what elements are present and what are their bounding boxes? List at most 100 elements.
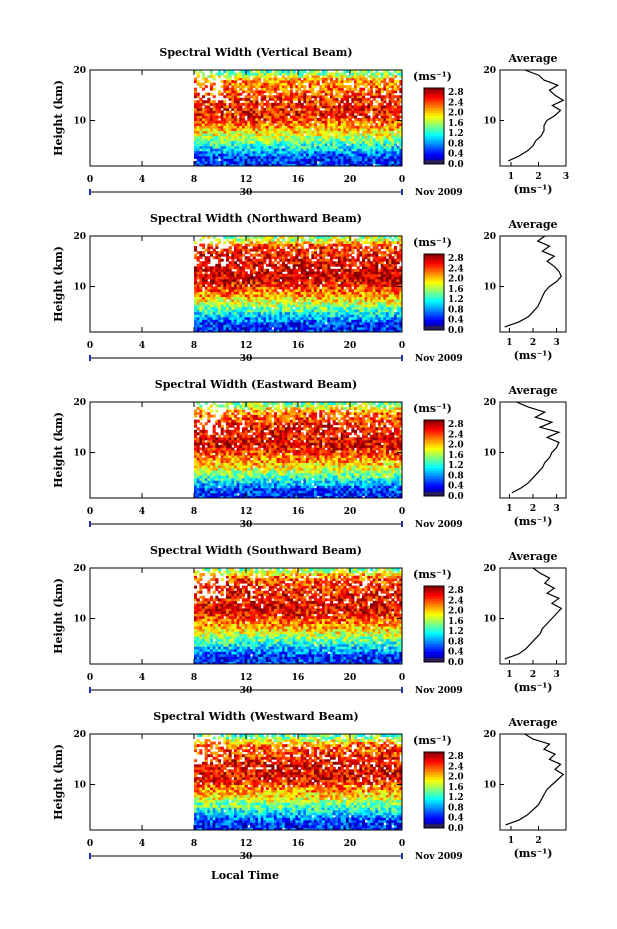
heatmap-cell <box>276 304 280 308</box>
heatmap-cell <box>239 253 243 257</box>
heatmap-cell <box>378 316 382 320</box>
heatmap-cell <box>266 271 270 275</box>
heatmap-cell <box>338 125 342 129</box>
heatmap-cell <box>226 291 230 295</box>
heatmap-cell <box>391 296 395 300</box>
heatmap-cell <box>194 316 198 320</box>
heatmap-cell <box>199 85 203 89</box>
heatmap-cell <box>196 271 200 275</box>
heatmap-cell <box>308 135 312 139</box>
heatmap-cell <box>311 284 315 287</box>
heatmap-cell <box>295 329 299 333</box>
heatmap-cell <box>292 110 296 114</box>
heatmap-cell <box>399 273 403 277</box>
heatmap-cell <box>244 296 248 300</box>
heatmap-cell <box>394 150 398 154</box>
heatmap-cell <box>362 143 366 147</box>
heatmap-cell <box>263 284 267 287</box>
heatmap-cell <box>364 284 368 287</box>
heatmap-cell <box>263 163 267 167</box>
heatmap-cell <box>362 97 366 101</box>
heatmap-cell <box>228 286 232 290</box>
heatmap-cell <box>292 296 296 300</box>
heatmap-cell <box>383 105 387 109</box>
heatmap-cell <box>346 95 350 99</box>
heatmap-cell <box>298 120 302 124</box>
heatmap-cell <box>362 70 366 73</box>
heatmap-cell <box>316 92 320 96</box>
heatmap-cell <box>388 289 392 292</box>
heatmap-cell <box>242 148 246 152</box>
heatmap-cell <box>378 102 382 106</box>
heatmap-cell <box>292 130 296 134</box>
heatmap-cell <box>356 155 360 159</box>
heatmap-cell <box>260 321 264 325</box>
heatmap-cell <box>263 261 267 265</box>
heatmap-cell <box>295 273 299 277</box>
heatmap-cell <box>372 289 376 292</box>
heatmap-cell <box>330 321 334 325</box>
heatmap-cell <box>396 85 400 89</box>
heatmap-cell <box>236 321 240 325</box>
heatmap-cell <box>226 128 230 132</box>
heatmap-cell <box>356 304 360 308</box>
heatmap-cell <box>308 160 312 164</box>
heatmap-cell <box>226 278 230 282</box>
heatmap-cell <box>322 160 326 164</box>
heatmap-cell <box>324 301 328 305</box>
heatmap-cell <box>327 155 331 159</box>
heatmap-cell <box>242 271 246 275</box>
heatmap-cell <box>260 75 264 78</box>
heatmap-cell <box>290 70 294 73</box>
heatmap-cell <box>258 291 262 295</box>
heatmap-cell <box>370 299 374 303</box>
heatmap-cell <box>367 140 371 144</box>
heatmap-cell <box>319 143 323 147</box>
heatmap-cell <box>306 105 310 109</box>
heatmap-cell <box>223 271 227 275</box>
heatmap-cell <box>284 125 288 129</box>
heatmap-cell <box>356 92 360 96</box>
heatmap-cell <box>242 273 246 277</box>
heatmap-cell <box>340 299 344 303</box>
heatmap-cell <box>327 163 331 167</box>
heatmap-cell <box>300 273 304 277</box>
heatmap-cell <box>258 311 262 315</box>
heatmap-cell <box>271 256 275 260</box>
heatmap-cell <box>282 125 286 129</box>
heatmap-cell <box>298 321 302 325</box>
heatmap-cell <box>202 112 206 116</box>
heatmap-cell <box>308 163 312 167</box>
heatmap-cell <box>311 105 315 109</box>
heatmap-cell <box>239 82 243 86</box>
heatmap-cell <box>370 311 374 315</box>
heatmap-cell <box>396 148 400 152</box>
heatmap-cell <box>215 304 219 308</box>
heatmap-cell <box>292 281 296 285</box>
heatmap-cell <box>391 145 395 149</box>
heatmap-cell <box>335 118 339 121</box>
heatmap-cell <box>292 284 296 287</box>
heatmap-cell <box>306 163 310 167</box>
heatmap-cell <box>292 278 296 282</box>
heatmap-cell <box>300 70 304 73</box>
heatmap-cell <box>215 284 219 287</box>
heatmap-cell <box>247 90 251 94</box>
heatmap-cell <box>292 72 296 76</box>
heatmap-cell <box>287 90 291 94</box>
heatmap-cell <box>228 319 232 323</box>
heatmap-cell <box>228 77 232 81</box>
heatmap-cell <box>279 138 283 142</box>
heatmap-cell <box>207 97 211 101</box>
heatmap-cell <box>210 316 214 320</box>
heatmap-cell <box>399 304 403 308</box>
heatmap-cell <box>228 123 232 126</box>
heatmap-cell <box>340 326 344 330</box>
heatmap-cell <box>276 273 280 277</box>
heatmap-cell <box>388 85 392 89</box>
heatmap-cell <box>271 82 275 86</box>
heatmap-cell <box>311 110 315 114</box>
heatmap-cell <box>388 316 392 320</box>
heatmap-cell <box>239 130 243 134</box>
heatmap-cell <box>298 92 302 96</box>
